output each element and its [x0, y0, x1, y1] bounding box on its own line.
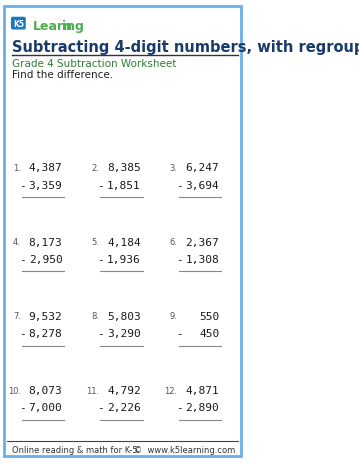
- Text: 5,803: 5,803: [107, 311, 141, 321]
- Text: ing: ing: [62, 20, 84, 33]
- Text: 3,694: 3,694: [186, 180, 219, 190]
- Text: 2,950: 2,950: [29, 254, 62, 264]
- Text: Subtracting 4-digit numbers, with regrouping: Subtracting 4-digit numbers, with regrou…: [12, 40, 359, 55]
- Text: -: -: [176, 402, 182, 413]
- Text: 450: 450: [199, 328, 219, 338]
- Text: 1.: 1.: [13, 163, 21, 173]
- Text: 1,936: 1,936: [107, 254, 141, 264]
- Text: 4,387: 4,387: [29, 163, 62, 173]
- Text: 8,278: 8,278: [29, 328, 62, 338]
- Text: 2,226: 2,226: [107, 402, 141, 413]
- Text: 7.: 7.: [13, 312, 21, 321]
- Text: -: -: [97, 402, 104, 413]
- Text: 4,792: 4,792: [107, 385, 141, 395]
- Text: 7,000: 7,000: [29, 402, 62, 413]
- Text: Grade 4 Subtraction Worksheet: Grade 4 Subtraction Worksheet: [12, 59, 177, 69]
- Text: 10.: 10.: [8, 386, 21, 395]
- Text: 4.: 4.: [13, 238, 21, 247]
- Text: 2,890: 2,890: [186, 402, 219, 413]
- Text: 11.: 11.: [86, 386, 99, 395]
- Text: 3.: 3.: [169, 163, 178, 173]
- Text: Learn: Learn: [33, 20, 73, 33]
- Text: K5: K5: [13, 19, 24, 29]
- Text: 9.: 9.: [170, 312, 178, 321]
- Text: -: -: [19, 328, 26, 338]
- Text: -: -: [19, 254, 26, 264]
- Text: 8.: 8.: [91, 312, 99, 321]
- Text: 12.: 12.: [164, 386, 178, 395]
- Text: -: -: [97, 254, 104, 264]
- Text: -: -: [19, 180, 26, 190]
- Text: 2,367: 2,367: [186, 237, 219, 247]
- Text: -: -: [176, 180, 182, 190]
- Text: -: -: [19, 402, 26, 413]
- Text: Online reading & math for K-5: Online reading & math for K-5: [12, 444, 138, 454]
- Text: 8,073: 8,073: [29, 385, 62, 395]
- Text: 3,359: 3,359: [29, 180, 62, 190]
- Text: 9,532: 9,532: [29, 311, 62, 321]
- Text: Find the difference.: Find the difference.: [12, 70, 113, 80]
- Text: -: -: [176, 254, 182, 264]
- FancyBboxPatch shape: [4, 7, 241, 456]
- Text: -: -: [176, 328, 182, 338]
- Text: 3,290: 3,290: [107, 328, 141, 338]
- Text: -: -: [97, 328, 104, 338]
- Text: 1,851: 1,851: [107, 180, 141, 190]
- Text: 4,871: 4,871: [186, 385, 219, 395]
- Text: 8,385: 8,385: [107, 163, 141, 173]
- Text: 2.: 2.: [91, 163, 99, 173]
- Text: 8,173: 8,173: [29, 237, 62, 247]
- Text: 6,247: 6,247: [186, 163, 219, 173]
- Text: 4,184: 4,184: [107, 237, 141, 247]
- Text: -: -: [97, 180, 104, 190]
- Text: 6.: 6.: [169, 238, 178, 247]
- Text: 5.: 5.: [91, 238, 99, 247]
- Text: 1,308: 1,308: [186, 254, 219, 264]
- Text: ©  www.k5learning.com: © www.k5learning.com: [134, 444, 235, 454]
- Text: 550: 550: [199, 311, 219, 321]
